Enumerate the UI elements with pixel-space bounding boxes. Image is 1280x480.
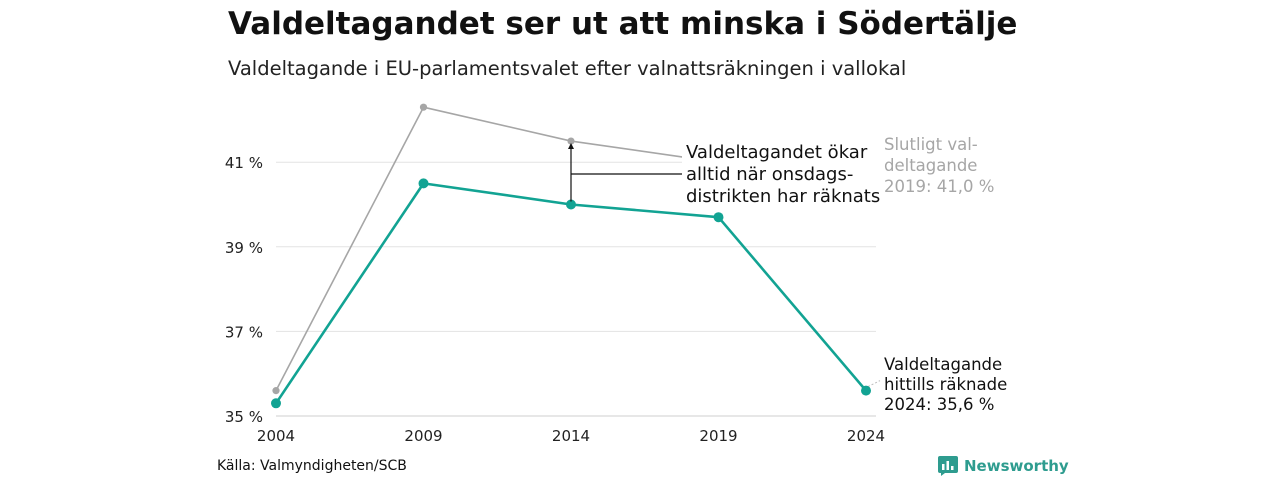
chart-title: Valdeltagandet ser ut att minska i Söder… — [228, 6, 1018, 42]
y-tick-label: 37 % — [225, 323, 263, 341]
final-series-label-line: deltagande — [884, 156, 977, 175]
x-tick-label: 2019 — [699, 427, 737, 445]
annotation-note-line: alltid när onsdags- — [686, 164, 853, 185]
preliminary-series-label: Valdeltagande hittills räknade 2024: 35,6 … — [884, 355, 1007, 414]
y-tick-label: 41 % — [225, 154, 263, 172]
final-data-point — [272, 387, 280, 395]
preliminary-data-point — [861, 385, 871, 396]
y-tick-label: 35 % — [225, 408, 263, 426]
annotation-arrowhead — [568, 143, 574, 150]
y-tick-label: 39 % — [225, 239, 263, 257]
x-tick-label: 2024 — [847, 427, 885, 445]
final-data-point — [567, 137, 575, 145]
newsworthy-logo-icon — [938, 456, 958, 476]
x-tick-label: 2014 — [552, 427, 590, 445]
x-tick-label: 2009 — [404, 427, 442, 445]
preliminary-series-line — [274, 182, 867, 405]
annotation-note-line: distrikten har räknats — [686, 186, 880, 207]
preliminary-data-point — [418, 178, 429, 189]
brand-name: Newsworthy — [964, 457, 1069, 475]
preliminary-data-point — [566, 199, 576, 210]
annotation-note: Valdeltagandet ökar alltid när onsdags-di… — [686, 142, 880, 207]
preliminary-series-label-line: Valdeltagande — [884, 355, 1002, 374]
preliminary-series-label-line: 2024: 35,6 % — [884, 395, 994, 414]
final-series-label: Slutligt val-deltagande 2019: 41,0 % — [884, 135, 994, 196]
preliminary-series-label-line: hittills räknade — [884, 375, 1007, 394]
final-data-point — [419, 103, 428, 111]
final-series-label-line: Slutligt val- — [884, 135, 978, 154]
final-series-line — [275, 106, 719, 391]
preliminary-data-point — [713, 212, 724, 223]
chart-subtitle: Valdeltagande i EU-parlamentsvalet efter… — [228, 57, 907, 80]
brand-logo: Newsworthy — [938, 456, 1069, 476]
preliminary-data-point — [271, 398, 281, 409]
annotation-note-line: Valdeltagandet ökar — [686, 142, 868, 163]
preliminary-leader-line — [867, 380, 881, 388]
annotation-note-background — [682, 140, 882, 206]
source-note: Källa: Valmyndigheten/SCB — [217, 458, 407, 474]
final-series-label-line: 2019: 41,0 % — [884, 177, 994, 196]
x-tick-label: 2004 — [257, 427, 295, 445]
